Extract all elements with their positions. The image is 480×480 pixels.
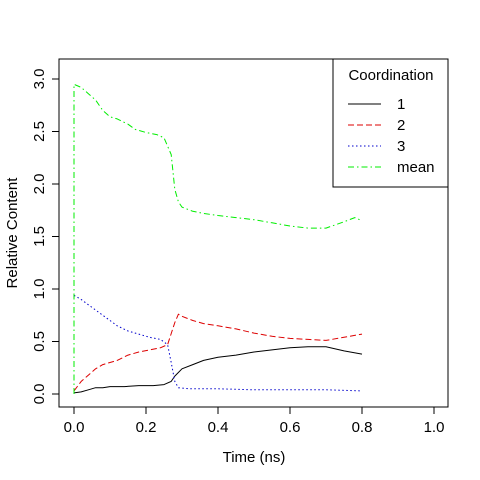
- series-line-mean: [73, 83, 363, 394]
- legend-label-mean: mean: [397, 159, 435, 176]
- y-tick-label: 2.5: [31, 121, 48, 142]
- legend-label-3: 3: [397, 138, 405, 155]
- legend: Coordination 1 2 3 mean: [332, 58, 449, 188]
- y-axis-title: Relative Content: [4, 177, 21, 289]
- y-tick-label: 3.0: [31, 69, 48, 90]
- x-tick-label: 0.2: [136, 419, 157, 436]
- x-tick-label: 0.6: [280, 419, 301, 436]
- series-line-2: [73, 313, 363, 392]
- series-line-1: [73, 346, 363, 394]
- y-tick-label: 2.0: [31, 174, 48, 195]
- y-axis: 0.0 0.5 1.0 1.5 2.0 2.5 3.0: [31, 69, 60, 405]
- x-tick-label: 1.0: [424, 419, 445, 436]
- y-tick-label: 1.5: [31, 226, 48, 247]
- legend-box: [332, 58, 449, 188]
- legend-title: Coordination: [348, 67, 433, 84]
- legend-entries: 1 2 3 mean: [348, 96, 435, 176]
- series-line-3: [73, 294, 363, 392]
- legend-label-2: 2: [397, 117, 405, 134]
- y-tick-label: 0.5: [31, 331, 48, 352]
- x-tick-label: 0.4: [208, 419, 229, 436]
- series-layer: [73, 83, 363, 394]
- legend-label-1: 1: [397, 96, 405, 113]
- x-axis-title: Time (ns): [223, 449, 286, 466]
- x-tick-label: 0.8: [352, 419, 373, 436]
- y-tick-label: 1.0: [31, 279, 48, 300]
- y-tick-label: 0.0: [31, 384, 48, 405]
- x-axis: 0.0 0.2 0.4 0.6 0.8 1.0: [64, 406, 445, 436]
- x-tick-label: 0.0: [64, 419, 85, 436]
